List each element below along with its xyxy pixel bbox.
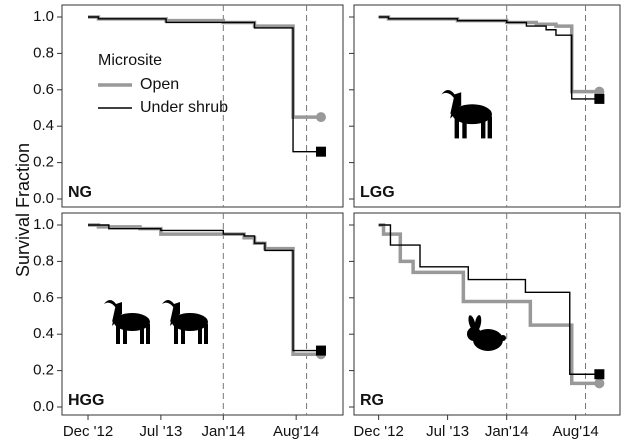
y-tick-label: 0.8	[33, 252, 54, 269]
survival-curve	[378, 16, 596, 100]
x-tick-label: Jan'14	[485, 423, 529, 440]
survival-curve	[378, 224, 596, 375]
x-tick-label: Jul '13	[426, 423, 469, 440]
y-tick-label: 0.4	[33, 117, 54, 134]
y-tick-label: 1.0	[33, 216, 54, 233]
survival-curve	[88, 224, 317, 352]
x-tick-label: Jul '13	[139, 423, 182, 440]
y-tick-label: 0.0	[33, 398, 54, 415]
y-tick-label: 0.8	[33, 44, 54, 61]
goat-icon	[441, 90, 492, 139]
panel-frame	[353, 4, 621, 208]
goat-icon	[162, 300, 208, 344]
y-tick-label: 0.0	[33, 190, 54, 207]
legend-title: Microsite	[98, 52, 162, 69]
x-tick-label: Aug'14	[273, 423, 319, 440]
x-tick-label: Aug'14	[553, 423, 599, 440]
end-marker	[594, 93, 605, 104]
y-tick-label: 0.6	[33, 289, 54, 306]
panel-frame	[353, 212, 621, 416]
end-marker	[594, 369, 605, 380]
end-marker	[315, 146, 326, 157]
y-tick-label: 0.4	[33, 325, 54, 342]
end-marker	[594, 378, 605, 389]
y-axis-label: Survival Fraction	[13, 143, 33, 277]
end-marker	[315, 112, 326, 123]
x-tick-label: Jan'14	[201, 423, 245, 440]
survival-curve	[88, 223, 317, 356]
panel-label: NG	[68, 184, 92, 201]
panel-label: HGG	[68, 392, 104, 409]
survival-curve	[378, 223, 596, 386]
x-tick-label: Dec '12	[353, 423, 403, 440]
panel-frame	[61, 212, 344, 416]
y-tick-label: 0.6	[33, 81, 54, 98]
panel-label: RG	[360, 392, 384, 409]
goat-icon	[104, 300, 150, 344]
y-tick-label: 0.2	[33, 154, 54, 171]
y-tick-label: 1.0	[33, 8, 54, 25]
panel-frame	[61, 4, 344, 208]
y-tick-label: 0.2	[33, 362, 54, 379]
legend-label: Open	[140, 76, 179, 93]
panel-label: LGG	[360, 184, 395, 201]
survival-curve	[88, 16, 317, 153]
x-tick-label: Dec '12	[63, 423, 113, 440]
survival-curve	[378, 15, 596, 94]
end-marker	[315, 345, 326, 356]
rabbit-icon	[467, 315, 506, 351]
legend-label: Under shrub	[140, 99, 228, 116]
